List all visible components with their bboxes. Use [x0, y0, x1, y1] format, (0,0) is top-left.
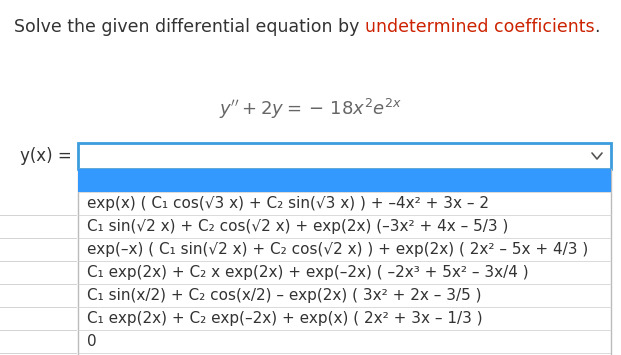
FancyBboxPatch shape [78, 169, 611, 192]
Text: exp(x) ( C₁ cos(√3 x) + C₂ sin(√3 x) ) + –4x² + 3x – 2: exp(x) ( C₁ cos(√3 x) + C₂ sin(√3 x) ) +… [87, 196, 489, 211]
FancyBboxPatch shape [78, 169, 611, 355]
Text: .: . [594, 18, 600, 36]
Text: exp(–x) ( C₁ sin(√2 x) + C₂ cos(√2 x) ) + exp(2x) ( 2x² – 5x + 4/3 ): exp(–x) ( C₁ sin(√2 x) + C₂ cos(√2 x) ) … [87, 242, 588, 257]
Text: C₁ sin(x/2) + C₂ cos(x/2) – exp(2x) ( 3x² + 2x – 3/5 ): C₁ sin(x/2) + C₂ cos(x/2) – exp(2x) ( 3x… [87, 288, 481, 303]
Text: C₁ exp(2x) + C₂ exp(–2x) + exp(x) ( 2x² + 3x – 1/3 ): C₁ exp(2x) + C₂ exp(–2x) + exp(x) ( 2x² … [87, 311, 483, 326]
Text: $y'' + 2y = -\,18x^2e^{2x}$: $y'' + 2y = -\,18x^2e^{2x}$ [219, 97, 402, 121]
Text: undetermined coefficients: undetermined coefficients [365, 18, 594, 36]
Text: 0: 0 [87, 334, 97, 349]
Text: C₁ exp(2x) + C₂ x exp(2x) + exp(–2x) ( –2x³ + 5x² – 3x/4 ): C₁ exp(2x) + C₂ x exp(2x) + exp(–2x) ( –… [87, 265, 528, 280]
Text: y(x) =: y(x) = [20, 147, 72, 165]
FancyBboxPatch shape [78, 143, 611, 169]
Text: Solve the given differential equation by: Solve the given differential equation by [14, 18, 365, 36]
Text: C₁ sin(√2 x) + C₂ cos(√2 x) + exp(2x) (–3x² + 4x – 5/3 ): C₁ sin(√2 x) + C₂ cos(√2 x) + exp(2x) (–… [87, 219, 509, 234]
